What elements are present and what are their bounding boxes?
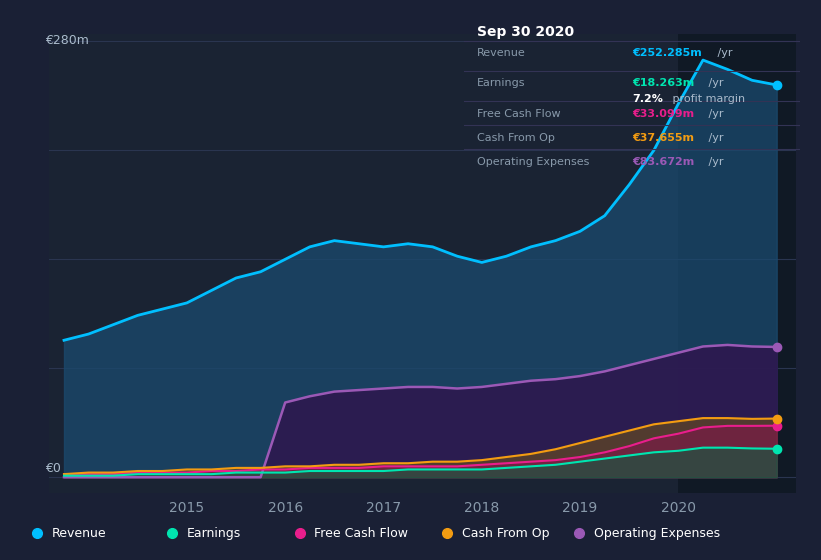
Text: Earnings: Earnings [187,526,241,540]
Text: Operating Expenses: Operating Expenses [594,526,720,540]
Text: €280m: €280m [45,34,89,46]
Text: /yr: /yr [705,133,723,143]
Text: €252.285m: €252.285m [632,48,702,58]
Text: €18.263m: €18.263m [632,78,695,88]
Text: Free Cash Flow: Free Cash Flow [314,526,408,540]
Text: 7.2%: 7.2% [632,94,663,104]
Text: Sep 30 2020: Sep 30 2020 [477,25,575,39]
Text: €33.099m: €33.099m [632,109,695,119]
Text: €0: €0 [45,463,62,475]
Text: €83.672m: €83.672m [632,157,695,167]
Text: /yr: /yr [705,78,723,88]
Text: Revenue: Revenue [52,526,107,540]
Text: Earnings: Earnings [477,78,525,88]
Text: /yr: /yr [705,157,723,167]
Text: Cash From Op: Cash From Op [462,526,550,540]
Text: Free Cash Flow: Free Cash Flow [477,109,561,119]
Text: /yr: /yr [705,109,723,119]
Text: profit margin: profit margin [668,94,745,104]
Text: Revenue: Revenue [477,48,526,58]
Bar [678,34,796,493]
Text: €37.655m: €37.655m [632,133,695,143]
Text: Cash From Op: Cash From Op [477,133,555,143]
Text: /yr: /yr [714,48,732,58]
Text: Operating Expenses: Operating Expenses [477,157,589,167]
